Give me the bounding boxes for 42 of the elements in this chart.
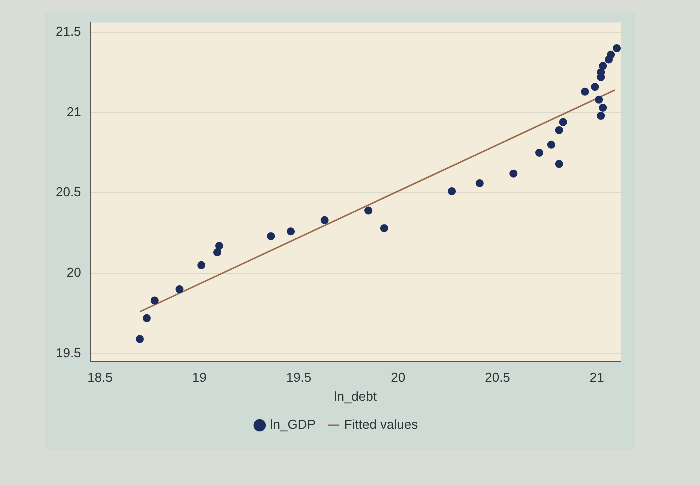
x-tick-label: 20 [391, 370, 406, 386]
point [198, 261, 206, 270]
point [287, 228, 296, 236]
y-tick-label: 20 [66, 265, 82, 280]
point [581, 88, 590, 96]
x-axis-title: ln_debt [334, 388, 378, 404]
x-tick-label: 21 [590, 370, 604, 386]
y-tick-label: 21.5 [56, 24, 82, 40]
point [267, 232, 276, 240]
point [150, 296, 159, 305]
point [547, 140, 556, 149]
point [597, 112, 606, 120]
point [555, 160, 564, 168]
y-tick-label: 21 [66, 104, 82, 120]
point [448, 187, 456, 196]
legend-label: ln_GDP [270, 417, 316, 432]
legend-label: Fitted values [344, 417, 419, 432]
point [613, 44, 621, 53]
point [555, 126, 564, 134]
point [559, 118, 568, 126]
point [176, 286, 184, 294]
point [510, 170, 518, 178]
point [595, 96, 604, 104]
x-tick-label: 18.5 [88, 370, 113, 386]
x-tick-label: 20.5 [485, 370, 510, 386]
y-tick-label: 19.5 [56, 345, 82, 360]
point [476, 179, 484, 188]
y-tick-label: 20.5 [56, 184, 82, 200]
point [607, 50, 616, 59]
point [380, 224, 388, 232]
point [536, 148, 544, 157]
point [214, 248, 222, 257]
point [136, 335, 144, 344]
point [364, 206, 373, 215]
point [599, 62, 608, 70]
point [599, 104, 608, 112]
point [320, 216, 329, 224]
point [216, 242, 224, 250]
point [142, 314, 151, 322]
point [591, 83, 600, 92]
x-tick-label: 19.5 [286, 370, 312, 386]
x-tick-label: 19 [192, 370, 207, 386]
